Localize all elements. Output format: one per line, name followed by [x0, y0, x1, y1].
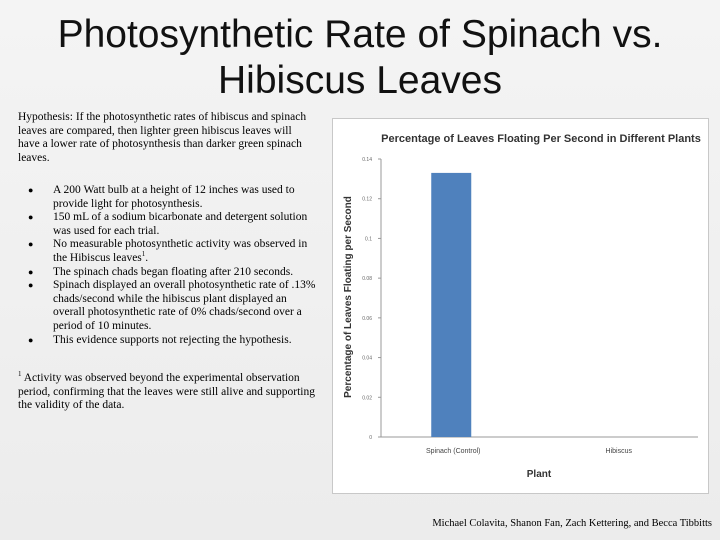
x-tick-label: Hibiscus: [606, 448, 633, 455]
hypothesis-text: Hypothesis: If the photosynthetic rates …: [18, 111, 307, 164]
finding-text-end: .: [145, 251, 149, 264]
bar-chart: Percentage of Leaves Floating Per Second…: [343, 133, 701, 480]
y-tick-label: 0.08: [362, 276, 372, 282]
finding-item: No measurable photosynthetic activity wa…: [28, 238, 316, 265]
finding-item: 150 mL of a sodium bicarbonate and deter…: [28, 211, 316, 238]
y-tick-label: 0.1: [365, 236, 372, 242]
finding-item: The spinach chads began floating after 2…: [28, 266, 316, 280]
finding-item: Spinach displayed an overall photosynthe…: [28, 279, 316, 333]
y-axis-label: Percentage of Leaves Floating per Second: [343, 196, 354, 398]
finding-text: A 200 Watt bulb at a height of 12 inches…: [53, 184, 295, 210]
y-tick-label: 0.02: [362, 395, 372, 401]
author-credits: Michael Colavita, Shanon Fan, Zach Kette…: [432, 518, 712, 529]
y-tick-label: 0.06: [362, 316, 372, 322]
finding-text: 150 mL of a sodium bicarbonate and deter…: [53, 211, 308, 237]
y-tick-label: 0: [369, 435, 372, 441]
y-tick-label: 0.04: [362, 356, 372, 362]
footnote-text: Activity was observed beyond the experim…: [18, 372, 316, 412]
x-axis-label: Plant: [527, 469, 552, 480]
chart-container: Percentage of Leaves Floating Per Second…: [332, 118, 709, 494]
footnote: 1 Activity was observed beyond the exper…: [18, 370, 318, 413]
footnote-ref: 1: [141, 250, 146, 259]
finding-item: A 200 Watt bulb at a height of 12 inches…: [28, 184, 316, 211]
bar: [431, 172, 472, 437]
y-tick-label: 0.12: [362, 197, 372, 203]
x-tick-label: Spinach (Control): [426, 448, 480, 455]
finding-text: No measurable photosynthetic activity wa…: [53, 238, 308, 264]
finding-text: This evidence supports not rejecting the…: [53, 333, 292, 346]
findings-list: A 200 Watt bulb at a height of 12 inches…: [28, 184, 316, 347]
slide-title: Photosynthetic Rate of Spinach vs. Hibis…: [57, 13, 663, 102]
finding-text: The spinach chads began floating after 2…: [53, 265, 294, 278]
footnote-marker: 1: [18, 370, 22, 379]
finding-text: Spinach displayed an overall photosynthe…: [53, 279, 316, 332]
finding-item: This evidence supports not rejecting the…: [28, 334, 316, 348]
chart-title: Percentage of Leaves Floating Per Second…: [381, 133, 701, 145]
y-tick-label: 0.14: [362, 157, 372, 163]
